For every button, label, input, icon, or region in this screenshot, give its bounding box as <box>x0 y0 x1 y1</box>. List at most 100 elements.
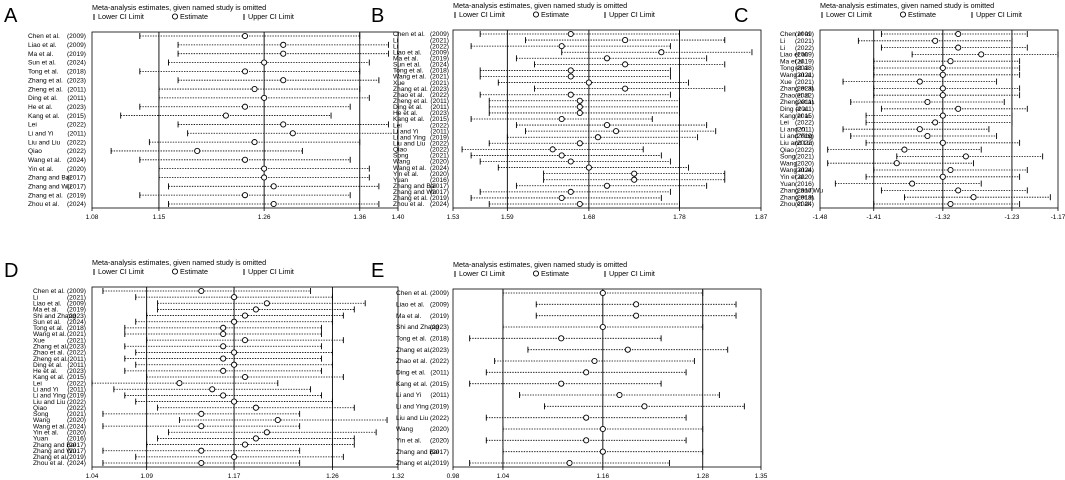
panel-letter: C <box>734 5 748 27</box>
study-year: (2022) <box>430 358 449 365</box>
estimate-point <box>585 79 592 86</box>
study-year: (2009) <box>67 300 86 307</box>
study-row: Yin et al.(2020) <box>780 173 1021 181</box>
study-name: Zhao et al. <box>396 358 427 365</box>
estimate-point <box>947 200 954 208</box>
study-year: (2011) <box>430 98 449 105</box>
study-row: Zheng et al.(2011) <box>393 97 680 105</box>
study-name: Zhang et al. <box>28 77 63 84</box>
study-name: Liao et al. <box>780 52 809 59</box>
estimate-point <box>962 153 969 160</box>
study-year: (2018) <box>795 65 814 72</box>
estimate-point <box>955 30 962 38</box>
study-row: Ma et al.(2019) <box>28 50 389 58</box>
study-name: Li and Yi <box>28 130 54 137</box>
estimate-point <box>603 122 611 129</box>
study-year: (2018) <box>430 336 449 343</box>
study-name: Zhang et al. <box>780 194 815 201</box>
study-year: (2019) <box>795 58 814 65</box>
study-row: Zhang et al.(2019) <box>33 453 344 461</box>
study-name: Wang <box>393 159 410 166</box>
study-row: Sun et al. (2024) <box>393 61 726 69</box>
estimate-point <box>270 183 277 190</box>
study-name: Li <box>393 37 399 44</box>
tick-label: -1.17 <box>1051 214 1065 221</box>
study-row: Kang et al.(2015) <box>780 112 1013 120</box>
study-name: He et al. <box>393 110 418 117</box>
study-year: (2019) <box>67 192 86 199</box>
study-row: Zhao et al.(2022) <box>393 91 671 99</box>
legend-upper: Upper CI Limit <box>248 12 294 21</box>
tick-label: 1.35 <box>755 473 768 480</box>
study-year: (2021) <box>67 337 86 344</box>
study-row: Liu and Liu(2022) <box>33 398 333 406</box>
study-name: Zhang and Bai <box>33 442 76 449</box>
study-name: Liu and Liu <box>393 140 426 147</box>
estimate-point <box>622 37 629 44</box>
estimate-point <box>261 174 268 181</box>
study-row: Chen et al.(2009) <box>396 289 704 297</box>
estimate-point <box>231 398 238 405</box>
plot-frame <box>819 29 1059 209</box>
study-name: Ding et al. <box>28 95 58 102</box>
estimate-point <box>909 180 916 187</box>
study-row: Wang (2020) <box>393 158 671 166</box>
study-row: Wang et al.(2024) <box>393 164 689 172</box>
study-year: (2017) <box>67 448 86 455</box>
study-row: Li and Ying(2019) <box>780 132 998 140</box>
study-name: Zhou et al. <box>393 201 424 208</box>
study-year: (2009) <box>67 42 86 49</box>
study-year: (2022) <box>430 122 449 129</box>
study-row: Li and Yi (2011) <box>28 130 399 137</box>
study-name: Tong et al. <box>393 68 424 75</box>
study-name: Li and Yi <box>393 128 419 135</box>
tick-label: 1.36 <box>353 214 366 221</box>
study-year: (2015) <box>430 116 449 123</box>
study-year: (2015) <box>67 113 86 120</box>
estimate-point <box>955 187 962 194</box>
study-row: Zhang et al.(2019) <box>393 194 662 202</box>
study-name: Sun et al. <box>28 60 56 67</box>
study-row: Ma et al.(2019) <box>780 58 1021 65</box>
study-year: (2011) <box>430 104 449 111</box>
study-year: (2011) <box>67 362 86 369</box>
legend-upper: Upper CI Limit <box>609 10 655 19</box>
estimate-point <box>241 68 249 75</box>
study-name: Zhang et al. <box>393 195 428 202</box>
study-name: Zhang and Wu <box>780 188 823 195</box>
study-row: Wang et al.(2024) <box>33 423 301 430</box>
study-name: Yin et al. <box>396 438 422 445</box>
study-name: Tong et al. <box>33 325 64 332</box>
estimate-point <box>220 355 227 362</box>
study-row: Zhang et al.(2019) <box>28 192 351 199</box>
tick-label: 1.32 <box>392 473 405 480</box>
study-row: Sun et al. (2024) <box>33 318 333 326</box>
legend-estimate: Estimate <box>180 12 208 21</box>
estimate-point <box>594 134 601 141</box>
study-row: Zhao et al.(2022) <box>780 92 1021 99</box>
legend-estimate: Estimate <box>180 267 208 276</box>
estimate-point <box>241 156 249 163</box>
study-row: Tong et al.(2018) <box>396 335 662 343</box>
estimate-point <box>631 170 638 177</box>
estimate-point <box>251 139 258 146</box>
estimate-point <box>289 130 296 137</box>
study-year: (2019) <box>430 460 449 467</box>
panel-letter: B <box>371 5 384 27</box>
study-year: (2017) <box>67 442 86 449</box>
study-row: Ma et al.(2019) <box>393 55 708 62</box>
study-name: Zhang et al. <box>33 343 68 350</box>
study-name: Liao et al. <box>396 302 425 309</box>
study-row: Wang et al. (2021) <box>393 73 671 81</box>
estimate-point <box>939 112 946 119</box>
estimate-point <box>576 109 583 116</box>
tick-label: -1.32 <box>935 214 950 221</box>
study-row: Qiao (2022) <box>28 147 303 155</box>
study-name: Shi and Zhang <box>33 313 76 320</box>
estimate-legend-mark <box>171 268 179 275</box>
study-row: Zhang and Wu(2017) <box>28 183 380 191</box>
study-name: Yin et al. <box>393 171 419 178</box>
study-year: (2011) <box>67 95 86 102</box>
study-year: (2021) <box>67 294 86 301</box>
panel-letter: A <box>4 5 18 27</box>
